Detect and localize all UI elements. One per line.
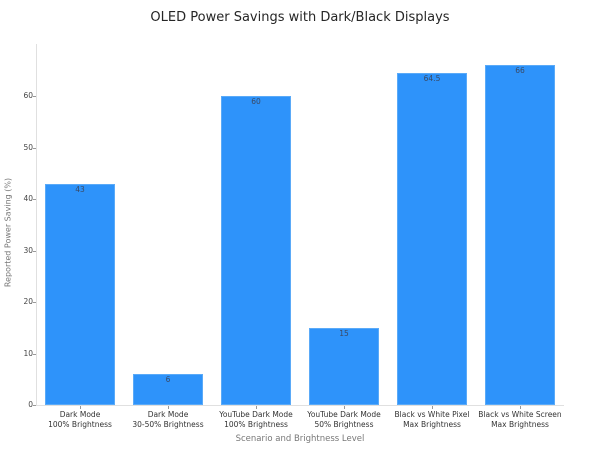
x-tick-label-line2: Max Brightness — [403, 420, 461, 429]
y-tick-mark — [33, 405, 36, 406]
x-tick-label: Black vs White Pixel Max Brightness — [382, 410, 482, 430]
x-tick-label-line1: Black vs White Screen — [478, 410, 562, 419]
x-axis-line — [36, 405, 564, 406]
y-tick-mark — [33, 302, 36, 303]
bar-value-label: 15 — [339, 328, 349, 338]
y-tick-label: 10 — [23, 348, 33, 358]
y-tick-label: 0 — [28, 400, 33, 409]
x-tick-label-line2: Max Brightness — [491, 420, 549, 429]
bar-value-label: 43 — [75, 184, 85, 194]
x-tick-label-line2: 100% Brightness — [48, 420, 112, 429]
y-axis-label: Reported Power Saving (%) — [3, 177, 13, 288]
x-tick-label: YouTube Dark Mode 100% Brightness — [206, 410, 306, 430]
x-tick-label-line1: Dark Mode — [59, 410, 101, 419]
y-tick-mark — [33, 147, 36, 149]
x-tick-mark — [344, 406, 345, 409]
y-tick-label: 60 — [23, 91, 33, 100]
bar-value-label: 6 — [165, 375, 171, 385]
bar-value-label: 60 — [251, 97, 261, 106]
x-tick-label: Black vs White Screen Max Brightness — [470, 410, 570, 430]
x-tick-label: Dark Mode 30-50% Brightness — [118, 410, 218, 430]
x-tick-label-line1: YouTube Dark Mode — [219, 410, 293, 419]
bar — [45, 183, 115, 405]
y-tick-mark — [33, 96, 36, 97]
x-tick-label-line2: 100% Brightness — [224, 420, 288, 429]
x-tick-mark — [168, 406, 169, 409]
y-tick-label: 30 — [23, 245, 33, 255]
x-tick-label-line2: 30-50% Brightness — [132, 420, 204, 429]
chart-title: OLED Power Savings with Dark/Black Displ… — [150, 10, 450, 25]
x-tick-mark — [432, 406, 433, 409]
x-tick-label-line1: Black vs White Pixel — [394, 410, 470, 419]
bar — [309, 327, 379, 405]
y-tick-label: 50 — [23, 142, 33, 152]
bar — [221, 96, 291, 405]
bar-value-label: 66 — [515, 66, 525, 76]
x-tick-label: Dark Mode 100% Brightness — [30, 410, 130, 430]
bar — [485, 65, 555, 405]
y-tick-label: 20 — [23, 297, 33, 306]
y-tick-mark — [33, 353, 36, 355]
x-tick-mark — [520, 406, 521, 409]
y-tick-label: 40 — [23, 194, 33, 203]
x-axis-label: Scenario and Brightness Level — [235, 434, 365, 444]
y-axis-line — [36, 44, 37, 405]
x-tick-label-line2: 50% Brightness — [314, 420, 374, 429]
x-tick-label: YouTube Dark Mode 50% Brightness — [294, 410, 394, 430]
bar — [133, 374, 203, 405]
y-tick-mark — [33, 250, 36, 252]
x-tick-label-line1: YouTube Dark Mode — [307, 410, 381, 419]
bar — [397, 72, 467, 405]
x-tick-label-line1: Dark Mode — [147, 410, 189, 419]
x-tick-mark — [80, 406, 81, 409]
bar-value-label: 64.5 — [423, 73, 441, 83]
y-tick-mark — [33, 199, 36, 200]
x-tick-mark — [256, 406, 257, 409]
